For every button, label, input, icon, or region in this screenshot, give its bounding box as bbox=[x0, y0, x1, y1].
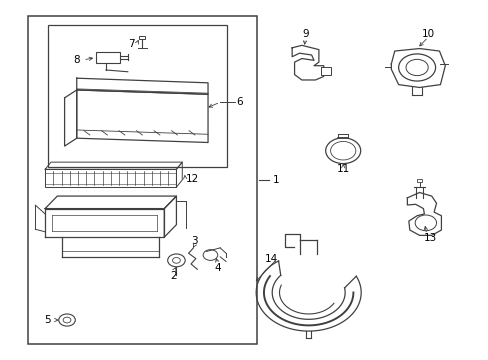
Text: 13: 13 bbox=[423, 233, 436, 243]
Text: 7: 7 bbox=[128, 39, 135, 49]
Text: 12: 12 bbox=[185, 174, 199, 184]
Bar bbox=[45, 169, 176, 187]
Text: 2: 2 bbox=[170, 271, 177, 281]
Text: 3: 3 bbox=[191, 236, 198, 246]
Text: 14: 14 bbox=[264, 254, 277, 264]
FancyBboxPatch shape bbox=[96, 52, 119, 63]
Text: 5: 5 bbox=[44, 315, 51, 325]
Bar bbox=[321, 67, 330, 75]
Text: 9: 9 bbox=[302, 29, 308, 39]
Text: 8: 8 bbox=[73, 55, 80, 65]
Text: 1: 1 bbox=[272, 175, 279, 185]
Text: 10: 10 bbox=[421, 28, 434, 39]
Text: 11: 11 bbox=[336, 164, 349, 174]
Text: 4: 4 bbox=[214, 262, 221, 273]
Bar bbox=[28, 16, 256, 344]
Bar bbox=[47, 24, 227, 167]
Bar bbox=[139, 36, 145, 39]
Bar bbox=[416, 179, 422, 182]
Text: 6: 6 bbox=[236, 97, 243, 107]
